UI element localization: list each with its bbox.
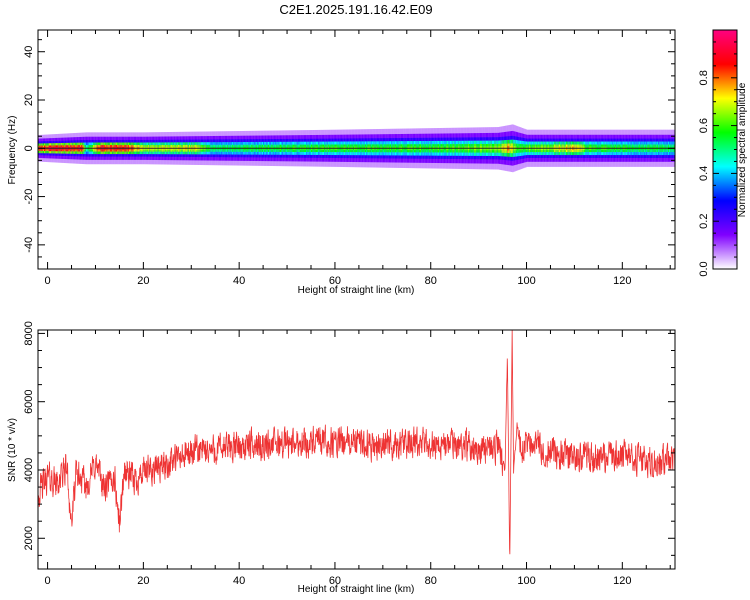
- colorbar-gradient: [712, 29, 738, 270]
- figure-title: C2E1.2025.191.16.42.E09: [279, 2, 432, 17]
- snr-x-tick-label: 100: [517, 575, 535, 587]
- snr-y-tick-label: 4000: [23, 458, 35, 482]
- colorbar-tick-label: 0.4: [698, 166, 710, 181]
- spectrogram-frame: [37, 29, 676, 270]
- spectrogram-axes: 0 20 40 60 80 100 120 -40 -20 0 20 40: [23, 30, 675, 287]
- colorbar: 0.0 0.2 0.4 0.6 0.8 Normalized spectral ampl…: [698, 29, 748, 277]
- spectrogram-x-tick-label: 100: [517, 275, 535, 287]
- snr-x-tick-label: 20: [137, 575, 149, 587]
- spectrogram-x-tick-label: 20: [137, 275, 149, 287]
- snr-x-tick-label: 40: [233, 575, 245, 587]
- spectrogram-x-tick-label: 40: [233, 275, 245, 287]
- snr-x-tick-label: 80: [425, 575, 437, 587]
- colorbar-axes: 0.0 0.2 0.4 0.6 0.8: [698, 29, 737, 277]
- spectrogram-x-tick-label: 60: [329, 275, 341, 287]
- colorbar-tick-label: 0.8: [698, 70, 710, 85]
- colorbar-label: Normalized spectral amplitude: [737, 82, 748, 217]
- snr-axes: 0 20 40 60 80 100 120 2000 4000 6000 8000: [23, 321, 675, 587]
- spectrogram-band: [38, 124, 676, 173]
- colorbar-tick-label: 0.6: [698, 118, 710, 133]
- snr-plot: 0 20 40 60 80 100 120 2000 4000 6000 8000 Height o…: [7, 321, 676, 595]
- spectrogram-y-axis-label: Frequency (Hz): [7, 116, 18, 185]
- spectrogram-y-tick-label: -40: [23, 237, 35, 253]
- spectrogram-x-axis-label: Height of straight line (km): [298, 285, 415, 296]
- spectrogram-x-tick-label: 0: [45, 275, 51, 287]
- snr-x-axis-label: Height of straight line (km): [298, 584, 415, 595]
- spectrogram-y-tick-label: 20: [23, 94, 35, 106]
- spectrogram-x-tick-label: 80: [425, 275, 437, 287]
- spectrogram-x-tick-label: 120: [613, 275, 631, 287]
- spectrogram-y-tick-label: 40: [23, 46, 35, 58]
- spectrogram-plot: 0 20 40 60 80 100 120 -40 -20 0 20 40 Height of str…: [7, 29, 676, 296]
- snr-x-tick-label: 60: [329, 575, 341, 587]
- snr-y-axis-label: SNR (10 * v/v): [7, 418, 18, 482]
- snr-x-tick-label: 120: [613, 575, 631, 587]
- colorbar-tick-label: 0.0: [698, 261, 710, 276]
- spectrogram-y-tick-label: -20: [23, 189, 35, 205]
- snr-y-tick-label: 6000: [23, 389, 35, 413]
- snr-y-tick-label: 8000: [23, 321, 35, 345]
- snr-x-tick-label: 0: [45, 575, 51, 587]
- snr-series-line: [38, 330, 675, 555]
- spectrogram-y-tick-label: 0: [23, 145, 35, 151]
- colorbar-tick-label: 0.2: [698, 214, 710, 229]
- snr-y-tick-label: 2000: [23, 526, 35, 550]
- snr-frame: [37, 329, 676, 570]
